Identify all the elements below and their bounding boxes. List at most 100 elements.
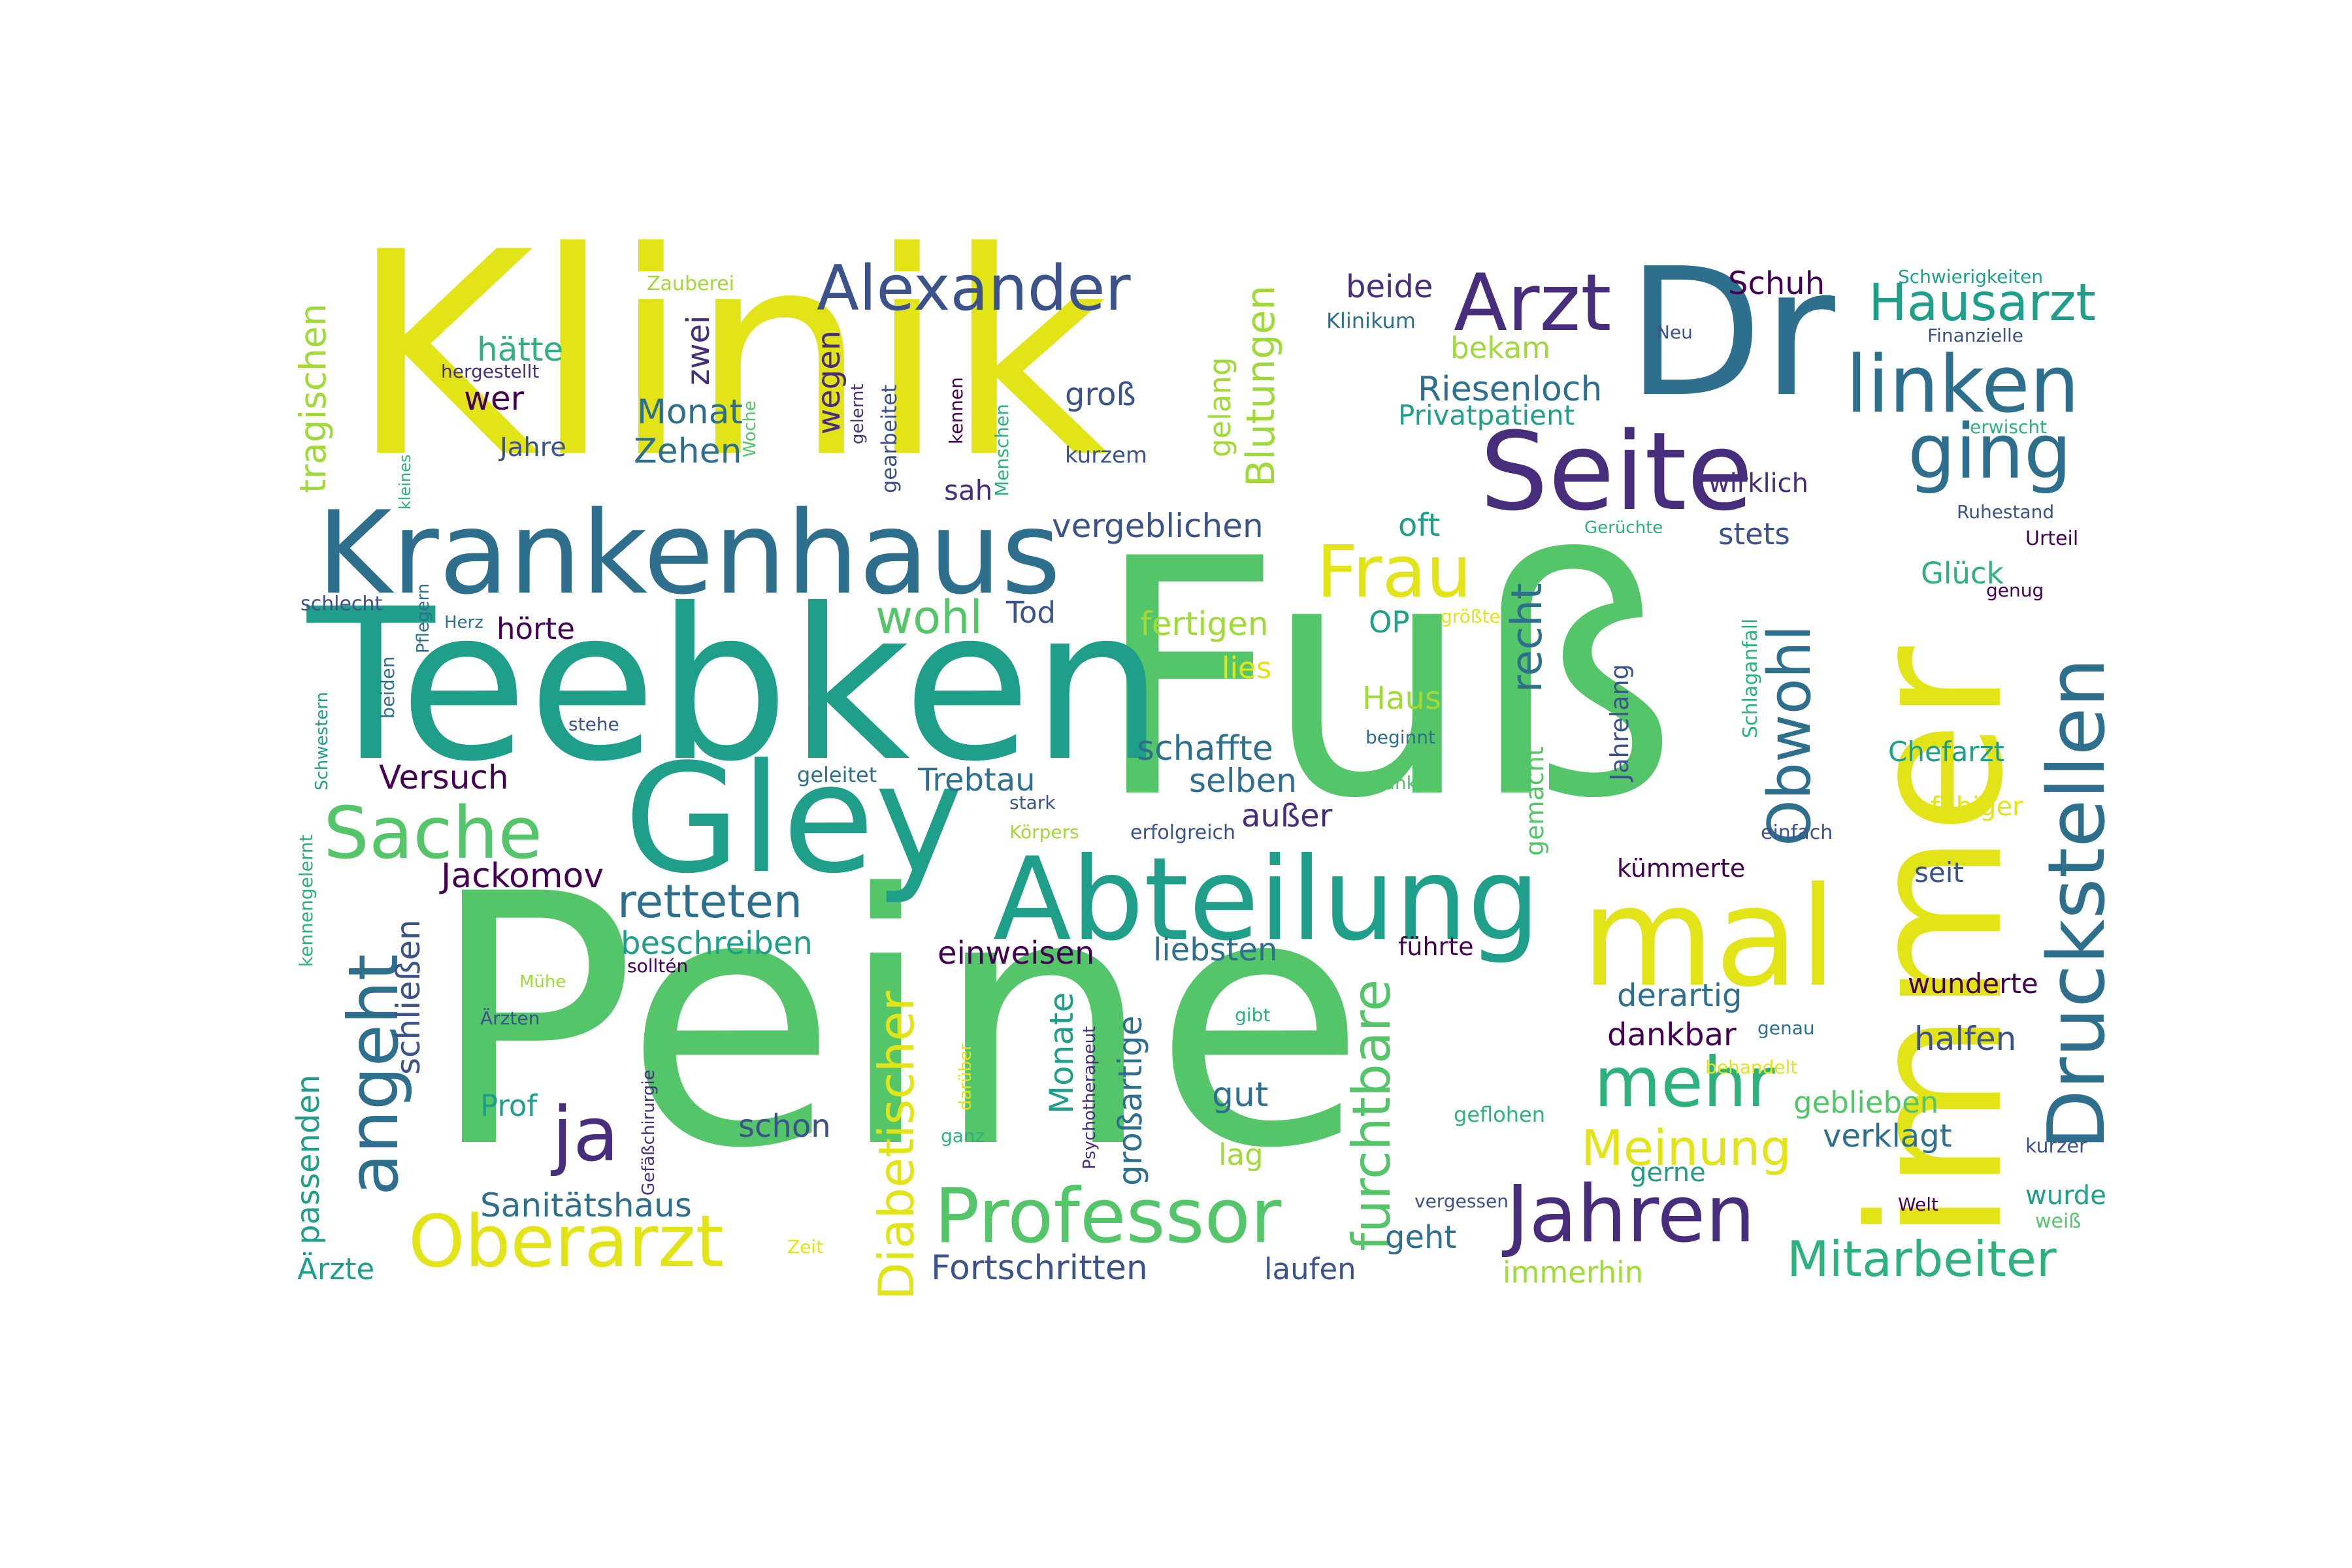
cloud-word: behandelt (1705, 1056, 1798, 1078)
cloud-word: fähiger (1931, 792, 2023, 822)
cloud-word: Finanzielle (1927, 325, 2023, 346)
cloud-word: Monate (1043, 992, 1081, 1114)
cloud-word: lies (1222, 651, 1272, 685)
cloud-word: Mühe (519, 972, 566, 992)
cloud-word: oft (1398, 507, 1441, 544)
cloud-word: halfen (1914, 1020, 2017, 1058)
cloud-word: stehe (568, 713, 619, 735)
cloud-word: hörte (497, 612, 575, 646)
cloud-word: hergestellt (441, 361, 540, 382)
cloud-word: Privatpatient (1398, 399, 1575, 431)
cloud-word: Sache (323, 791, 543, 875)
cloud-word: tragischen (292, 303, 334, 493)
cloud-word: ganz (941, 1125, 985, 1147)
cloud-word: beiden (377, 656, 399, 719)
cloud-word: wurde (2025, 1181, 2106, 1211)
cloud-word: Schlaganfall (1739, 618, 1762, 738)
cloud-word: Mitarbeiter (1787, 1230, 2057, 1288)
cloud-word: Tod (1006, 595, 1056, 630)
cloud-word: einweisen (938, 935, 1095, 972)
cloud-word: Meinung (1581, 1119, 1791, 1177)
cloud-word: Zauberei (647, 272, 734, 295)
cloud-word: einfach (1761, 821, 1833, 844)
cloud-word: Ruhestand (1957, 501, 2055, 523)
cloud-word: gemacht (1520, 746, 1549, 856)
cloud-word: erfolgreich (1130, 821, 1236, 844)
cloud-word: Trebtau (918, 762, 1036, 798)
cloud-word: laufen (1264, 1252, 1356, 1286)
cloud-word: ging (1908, 408, 2072, 496)
cloud-word: vergessen (1414, 1190, 1509, 1212)
cloud-word: stark (1009, 792, 1056, 813)
cloud-word: kurzem (1065, 442, 1148, 468)
cloud-word: weiß (2035, 1210, 2082, 1233)
cloud-word: Hausarzt (1869, 274, 2096, 333)
cloud-word: gelang (1203, 357, 1237, 457)
cloud-word: wunderte (1908, 968, 2038, 1000)
cloud-word: führte (1398, 932, 1474, 961)
cloud-word: Teebken (307, 564, 1164, 808)
cloud-word: zwei (680, 315, 717, 385)
cloud-word: retteten (617, 875, 803, 928)
cloud-word: Abteilung (993, 834, 1541, 966)
cloud-word: gerne (1630, 1158, 1706, 1188)
cloud-word: Jahrelang (1605, 664, 1634, 781)
cloud-word: ja (552, 1091, 619, 1179)
cloud-word: Ärzte (297, 1252, 375, 1286)
cloud-word: Gerüchte (1584, 518, 1663, 538)
cloud-word: Gley (624, 732, 964, 907)
cloud-word: Obwohl (1756, 625, 1824, 846)
cloud-word: geht (1385, 1219, 1457, 1256)
cloud-word: Pflegern (414, 583, 433, 653)
cloud-word: Zehen (634, 432, 742, 471)
cloud-word: genug (1986, 580, 2044, 601)
cloud-word: außer (1241, 798, 1333, 834)
cloud-word: Schuh (1728, 265, 1825, 302)
cloud-word: schon (738, 1108, 831, 1145)
cloud-word: Diabetischer (868, 990, 925, 1300)
cloud-word: Fuß (1094, 489, 1678, 870)
cloud-word: größte (1441, 606, 1501, 627)
cloud-word: Ärzten (480, 1007, 540, 1029)
cloud-word: Körpers (1009, 821, 1079, 843)
cloud-word: geflohen (1454, 1102, 1545, 1127)
cloud-word: dankbar (1607, 1017, 1737, 1053)
cloud-word: beide (1346, 269, 1433, 305)
cloud-word: Chefarzt (1888, 736, 2005, 768)
cloud-word: mehr (1594, 1043, 1775, 1122)
cloud-word: lag (1218, 1137, 1264, 1172)
cloud-word: Professor (934, 1173, 1282, 1260)
cloud-word: wegen (811, 330, 847, 434)
cloud-word: hätte (477, 331, 564, 368)
cloud-word: beschreiben (621, 925, 813, 962)
cloud-word: Gefäßchirurgie (639, 1070, 659, 1196)
cloud-word: Prof (480, 1088, 538, 1123)
cloud-word: Herz (444, 613, 483, 632)
cloud-word: Schwierigkeiten (1898, 266, 2044, 287)
cloud-word: schlecht (301, 593, 383, 615)
cloud-word: gut (1212, 1075, 1269, 1115)
cloud-word: Fortschritten (931, 1249, 1148, 1288)
cloud-word: Blutungen (1238, 285, 1284, 487)
cloud-word: Jahren (1506, 1169, 1756, 1260)
cloud-word: liebsten (1153, 932, 1278, 968)
cloud-word: schaffte (1137, 729, 1273, 768)
cloud-word: Dr (1627, 230, 1835, 436)
cloud-word: Monat (637, 393, 743, 432)
cloud-word: Druckstellen (2032, 657, 2123, 1150)
cloud-word: bekam (1450, 331, 1550, 365)
cloud-word: Neu (1656, 321, 1693, 343)
cloud-word: Psychotherapeut (1080, 1026, 1100, 1169)
cloud-word: gibt (1235, 1004, 1271, 1026)
cloud-word: passenden (290, 1074, 327, 1245)
cloud-word: recht (1503, 583, 1552, 693)
cloud-word: mal (1581, 857, 1837, 1017)
cloud-word: Frau (1316, 530, 1472, 613)
cloud-word: Urteil (2025, 527, 2079, 550)
cloud-word: kurzer (2025, 1135, 2087, 1158)
cloud-word: fertigen (1140, 605, 1269, 643)
cloud-word: Glück (1921, 556, 2004, 591)
cloud-word: wer (464, 380, 525, 417)
cloud-word: vergeblichen (1052, 507, 1264, 545)
